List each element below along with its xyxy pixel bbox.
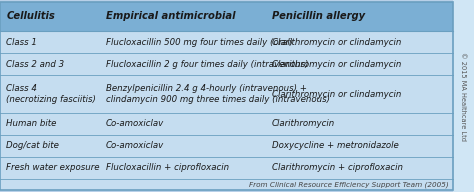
Bar — [0, 2, 453, 31]
Text: Clarithromycin or clindamycin: Clarithromycin or clindamycin — [272, 38, 401, 47]
Text: Fresh water exposure: Fresh water exposure — [6, 163, 100, 172]
Bar — [453, 0, 474, 192]
Bar — [0, 31, 453, 53]
Text: From Clinical Resource Efficiency Support Team (2005): From Clinical Resource Efficiency Suppor… — [249, 181, 449, 188]
Bar — [0, 179, 453, 190]
Text: Flucloxacillin 500 mg four times daily (oral): Flucloxacillin 500 mg four times daily (… — [106, 38, 293, 47]
Text: Co-amoxiclav: Co-amoxiclav — [106, 119, 164, 128]
Text: Clarithromycin or clindamycin: Clarithromycin or clindamycin — [272, 60, 401, 69]
Text: Clarithromycin: Clarithromycin — [272, 119, 335, 128]
Bar — [0, 53, 453, 75]
Text: Dog/cat bite: Dog/cat bite — [6, 141, 59, 150]
Text: © 2015 MA Healthcare Ltd: © 2015 MA Healthcare Ltd — [460, 51, 466, 141]
Text: Benzylpenicillin 2.4 g 4-hourly (intravenous) +
clindamycin 900 mg three times d: Benzylpenicillin 2.4 g 4-hourly (intrave… — [106, 84, 330, 104]
Text: Class 2 and 3: Class 2 and 3 — [6, 60, 64, 69]
Text: Class 1: Class 1 — [6, 38, 37, 47]
Text: Co-amoxiclav: Co-amoxiclav — [106, 141, 164, 150]
Text: Penicillin allergy: Penicillin allergy — [272, 12, 365, 22]
Text: Human bite: Human bite — [6, 119, 56, 128]
Text: Clarithromycin + ciprofloxacin: Clarithromycin + ciprofloxacin — [272, 163, 402, 172]
Text: Cellulitis: Cellulitis — [6, 12, 55, 22]
Text: Flucloxacillin + ciprofloxacin: Flucloxacillin + ciprofloxacin — [106, 163, 229, 172]
Bar — [0, 157, 453, 179]
Text: Class 4
(necrotizing fasciitis): Class 4 (necrotizing fasciitis) — [6, 84, 96, 104]
Bar — [0, 135, 453, 157]
Text: Clarithromycin or clindamycin: Clarithromycin or clindamycin — [272, 90, 401, 99]
Bar — [0, 113, 453, 135]
Bar — [0, 75, 453, 113]
Text: Empirical antimicrobial: Empirical antimicrobial — [106, 12, 235, 22]
Text: Flucloxacillin 2 g four times daily (intravenous): Flucloxacillin 2 g four times daily (int… — [106, 60, 308, 69]
Text: Doxycycline + metronidazole: Doxycycline + metronidazole — [272, 141, 398, 150]
